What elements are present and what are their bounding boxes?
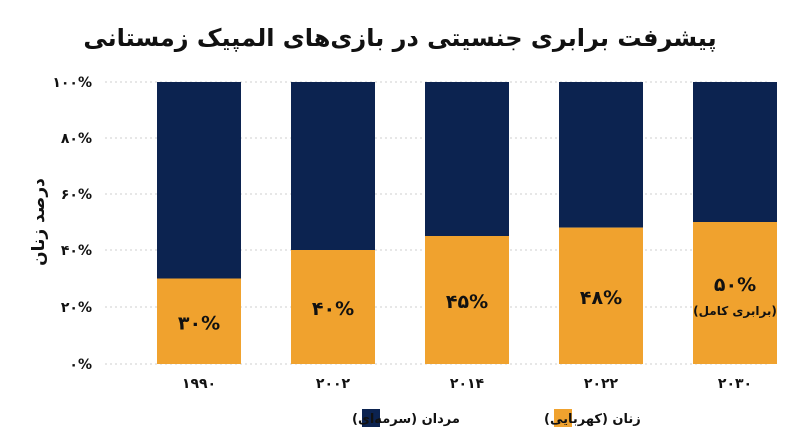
x-tick-label: ۲۰۱۴ [450, 376, 485, 392]
x-tick-label: ۲۰۰۲ [316, 376, 351, 392]
y-tick-label: ۶۰% [61, 187, 92, 203]
x-tick-label: ۲۰۲۲ [584, 376, 619, 392]
bar-data-label: ۵۰% [714, 274, 756, 296]
y-tick-label: ۱۰۰% [52, 75, 92, 91]
chart-title: پیشرفت برابری جنسیتی در بازی‌های المپیک … [83, 24, 716, 52]
bar-men [693, 82, 777, 222]
bar-men [425, 82, 509, 236]
legend: مردان (سرمه‌ای) زنان (کهربایی) [352, 409, 641, 427]
bar-women [157, 278, 241, 364]
bar-women [291, 250, 375, 364]
legend-label: مردان (سرمه‌ای) [352, 412, 460, 427]
y-tick-label: ۰% [69, 357, 92, 373]
legend-swatch [362, 409, 380, 427]
x-tick-label: ۲۰۳۰ [718, 376, 752, 392]
y-tick-label: ۲۰% [61, 300, 92, 316]
bar-data-sublabel: (برابری کامل) [693, 304, 777, 318]
bar-men [559, 82, 643, 228]
bar-data-label: ۴۰% [312, 298, 354, 320]
y-tick-label: ۸۰% [61, 131, 92, 147]
x-axis-ticks: ۱۹۹۰ ۲۰۰۲ ۲۰۱۴ ۲۰۲۲ ۲۰۳۰ [182, 376, 752, 392]
y-axis-label: درصد زنان [29, 178, 49, 266]
x-tick-label: ۱۹۹۰ [182, 376, 216, 392]
y-axis-ticks: ۱۰۰% ۸۰% ۶۰% ۴۰% ۲۰% ۰% [52, 75, 92, 373]
bar-men [291, 82, 375, 250]
bar-data-label: ۳۰% [178, 312, 220, 334]
bar-data-label: ۴۸% [580, 287, 622, 309]
legend-label: زنان (کهربایی) [544, 412, 641, 427]
bar-women [559, 227, 643, 364]
bar-women [425, 236, 509, 364]
legend-swatch [554, 409, 572, 427]
bar-men [157, 82, 241, 279]
bar-women [693, 222, 777, 364]
y-tick-label: ۴۰% [61, 243, 92, 259]
bars: ۳۰% ۴۰% ۴۵% ۴۸% ۵۰% (برابری کامل) [157, 82, 777, 364]
bar-data-label: ۴۵% [446, 291, 488, 313]
